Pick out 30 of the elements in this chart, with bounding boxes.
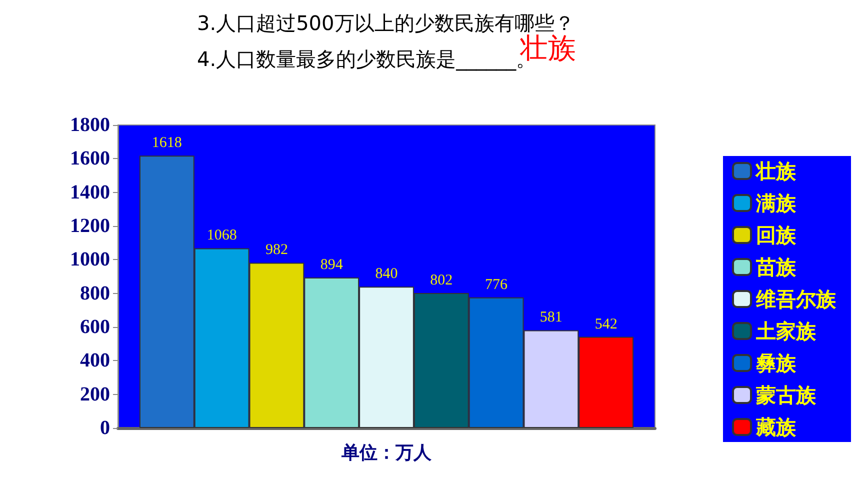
x-axis-title: 单位：万人 (340, 442, 432, 464)
y-tick-label: 400 (80, 350, 110, 372)
legend-label: 藏族 (755, 415, 797, 439)
data-label: 982 (265, 242, 288, 258)
data-label: 802 (430, 272, 453, 288)
data-label: 581 (540, 310, 562, 326)
data-label: 1618 (152, 135, 182, 152)
data-label: 542 (594, 316, 618, 332)
legend-label: 回族 (756, 223, 797, 247)
legend-label: 土家族 (755, 319, 817, 343)
data-label: 840 (375, 266, 398, 282)
legend-label: 维吾尔族 (755, 287, 837, 311)
y-tick-label: 1400 (70, 181, 110, 204)
legend-label: 壮族 (754, 159, 797, 183)
y-tick-label: 1200 (70, 215, 110, 237)
y-tick-label: 0 (100, 417, 110, 439)
legend-label: 蒙古族 (755, 383, 817, 407)
y-tick-label: 600 (80, 316, 110, 338)
legend-label: 苗族 (755, 255, 797, 279)
y-tick-label: 1000 (70, 248, 110, 271)
y-tick-label: 200 (80, 383, 110, 406)
legend-label: 满族 (755, 191, 797, 215)
chart-title: 3.人口超过500万以上的少数民族有哪些？ (197, 11, 574, 35)
y-tick-label: 800 (80, 282, 110, 304)
data-label: 894 (320, 257, 344, 274)
y-tick-label: 1800 (70, 114, 110, 136)
legend-label: 彝族 (755, 351, 797, 375)
data-label: 1068 (206, 228, 237, 244)
y-tick-label: 1600 (70, 148, 110, 170)
data-label: 776 (485, 276, 508, 293)
